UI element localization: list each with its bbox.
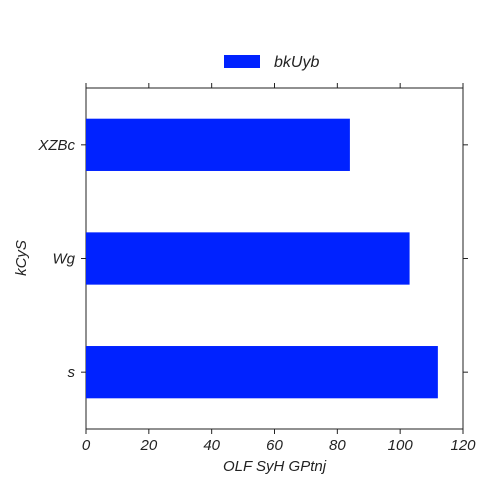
bar-wg [86,232,410,285]
legend: bkUyb [224,54,319,71]
x-tick-label: 100 [388,437,414,454]
y-axis-label: kCyS [13,240,30,276]
y-tick-label: s [68,364,76,381]
bar-s [86,346,438,399]
x-axis-label: OLF SyH GPtnj [223,458,327,475]
legend-swatch [224,55,260,68]
x-tick-label: 60 [266,437,283,454]
x-tick-label: 80 [329,437,346,454]
x-tick-label: 20 [139,437,157,454]
y-tick-label: XZBc [37,137,75,154]
x-tick-label: 40 [203,437,220,454]
legend-label: bkUyb [274,54,319,71]
bar-xzbc [86,118,350,171]
y-tick-label: Wg [53,251,76,268]
x-tick-label: 0 [82,437,91,454]
x-tick-label: 120 [450,437,476,454]
